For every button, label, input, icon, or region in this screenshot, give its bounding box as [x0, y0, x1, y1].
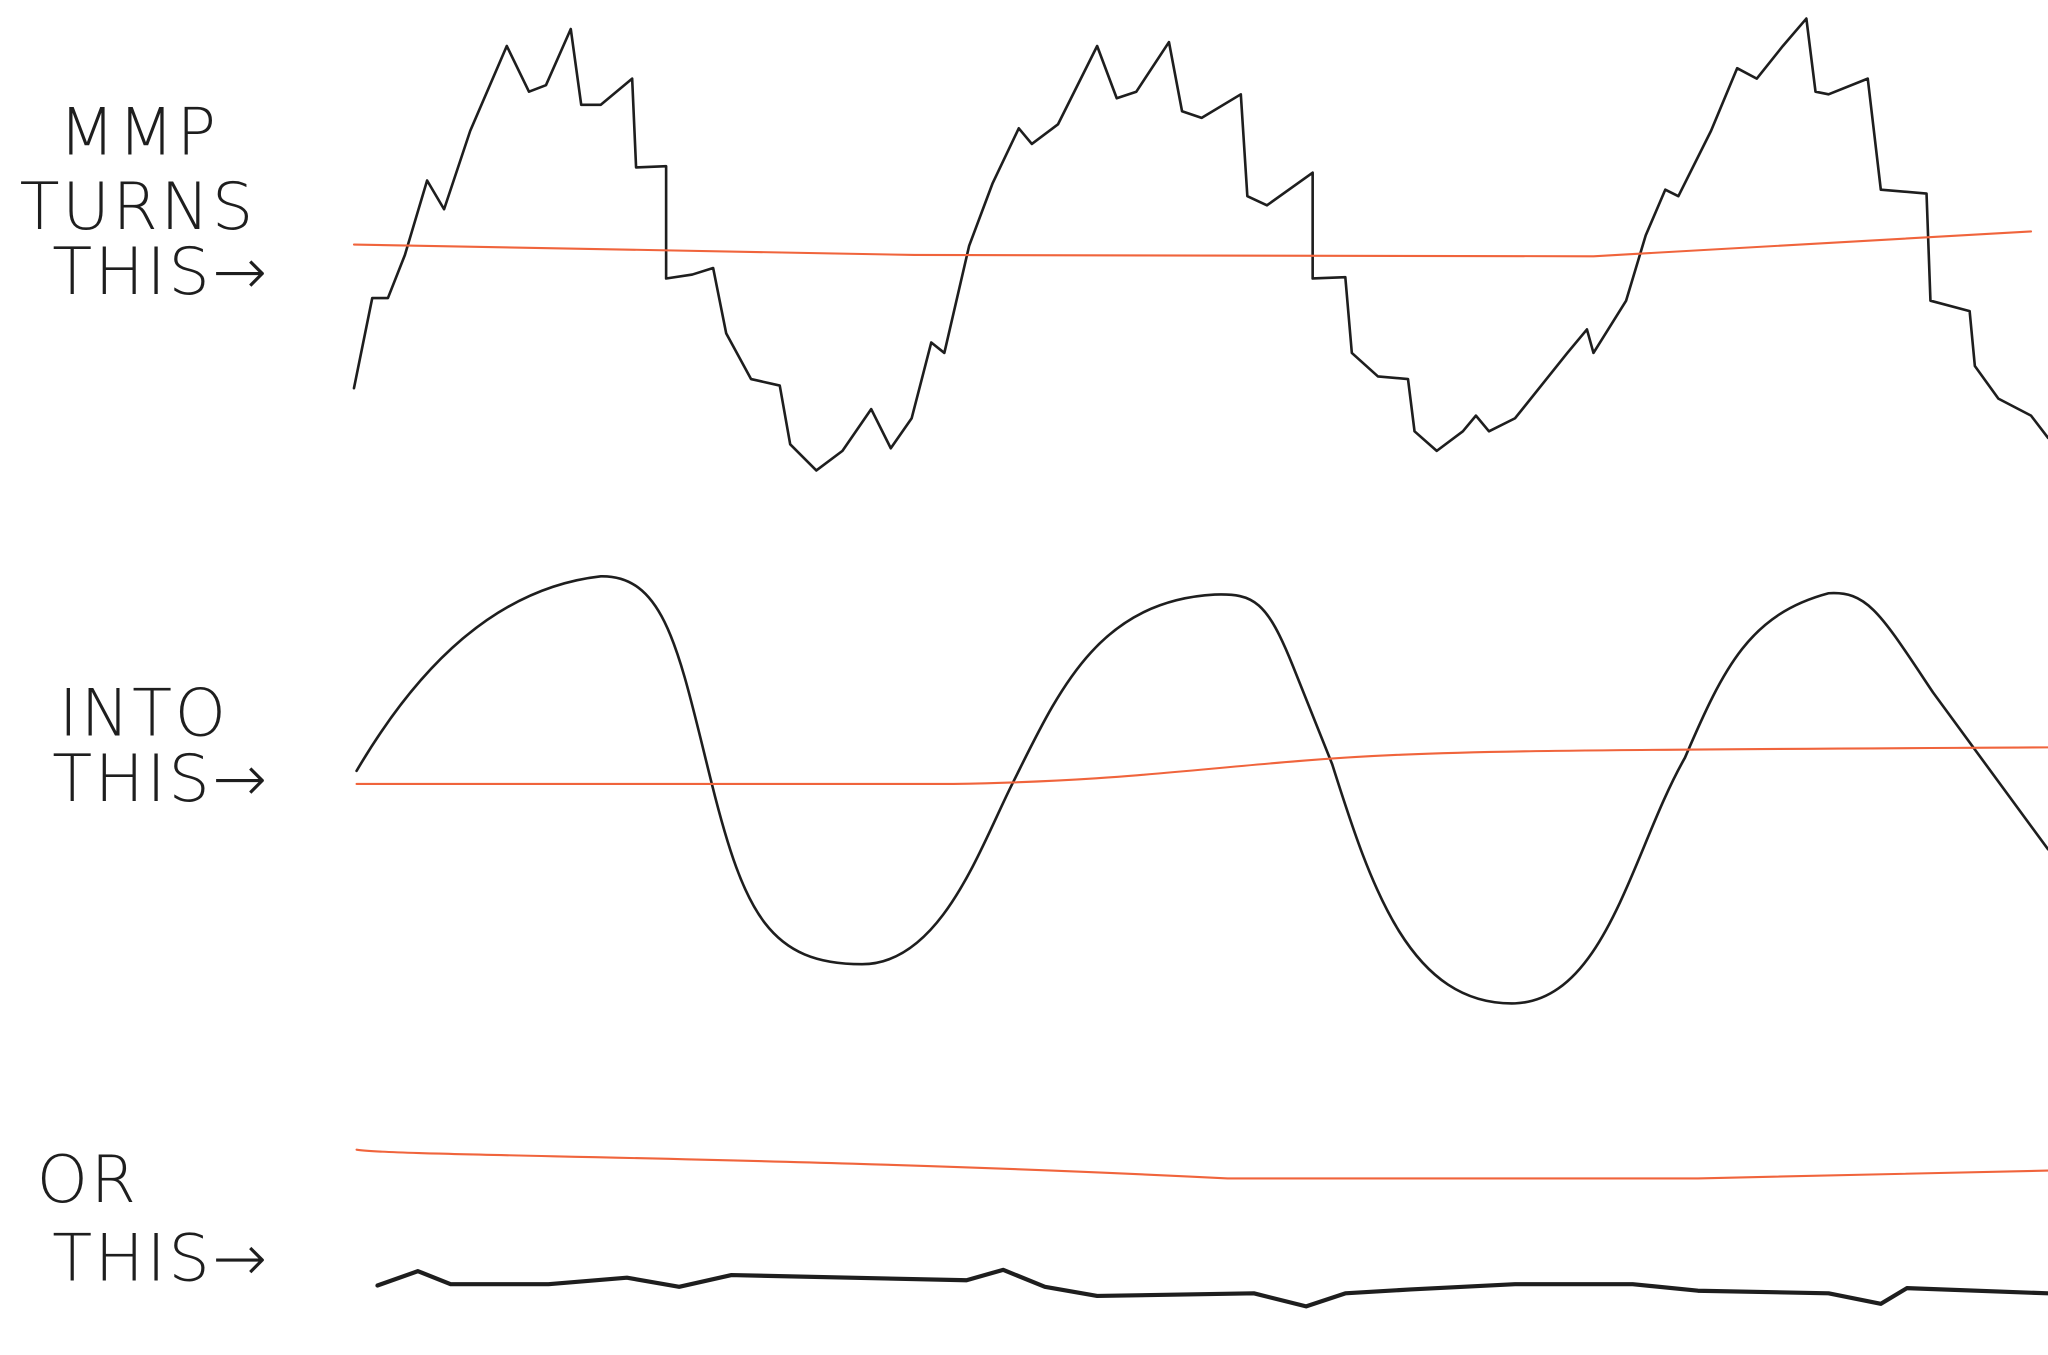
flat-wave	[375, 1267, 2048, 1309]
label-line: THIS→	[52, 741, 269, 817]
label-line: TURNS	[20, 169, 256, 245]
label-line: THIS→	[52, 234, 269, 310]
label-line: OR	[37, 1142, 139, 1218]
trend-line	[352, 230, 2033, 258]
label-line: INTO	[59, 676, 229, 752]
trend-line	[355, 746, 2048, 785]
trend-line	[355, 1148, 2048, 1180]
label-line: MMP	[59, 94, 219, 170]
noisy-wave	[352, 17, 2048, 472]
smooth-wave	[355, 574, 2048, 1005]
label-line: THIS→	[52, 1220, 269, 1296]
